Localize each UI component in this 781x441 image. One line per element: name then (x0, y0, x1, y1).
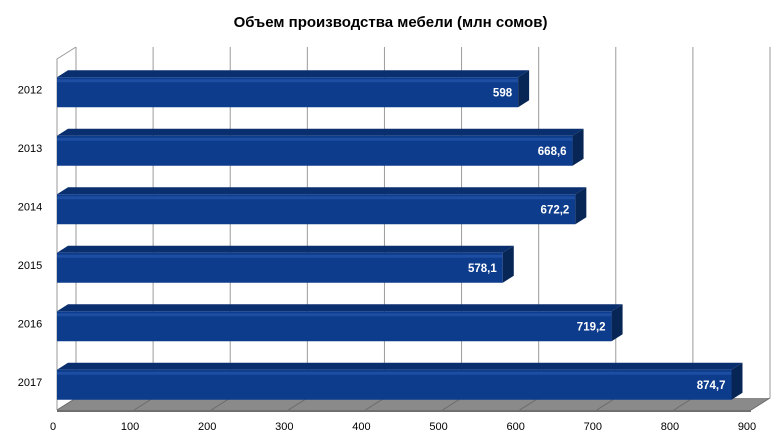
bar-group (57, 245, 514, 283)
y-tick-label: 2017 (18, 377, 42, 389)
bar-top (57, 187, 587, 195)
x-tick-label: 300 (275, 421, 293, 433)
floor-gridline (442, 397, 462, 411)
chart-floor (56, 397, 771, 412)
floor-gridline (673, 397, 694, 411)
data-label: 874,7 (697, 380, 726, 392)
left-wall (56, 46, 77, 410)
bar-end (575, 187, 587, 225)
bar-highlight (57, 137, 573, 141)
floor-gridline (750, 397, 771, 411)
x-tick-label: 700 (584, 421, 602, 433)
data-label: 598 (493, 87, 513, 99)
floor-gridline (56, 397, 77, 411)
bar-group (57, 128, 584, 166)
y-tick-label: 2015 (18, 260, 42, 272)
x-tick-label: 600 (506, 421, 524, 433)
x-tick-label: 100 (121, 421, 139, 433)
bar-end (518, 70, 530, 108)
bar-end (502, 245, 514, 283)
data-label: 668,6 (538, 146, 567, 158)
bar-group (57, 362, 743, 400)
bar-top (57, 70, 530, 78)
bar-top (57, 245, 514, 253)
x-tick-label: 400 (352, 421, 370, 433)
bar-end (572, 128, 584, 166)
bar-top (57, 362, 743, 370)
chart-title: Объем производства мебели (млн сомов) (233, 14, 548, 31)
y-tick-label: 2014 (18, 201, 42, 213)
data-label: 672,2 (541, 204, 570, 216)
bar-end (611, 304, 623, 342)
bar-group (57, 304, 623, 342)
bar-top (57, 128, 584, 136)
bar-highlight (57, 196, 576, 200)
labels-layer: 0 100 200 300 400 500 600 700 800 900 598 2012 668,6… (18, 84, 756, 433)
x-tick-label: 500 (429, 421, 447, 433)
data-label: 719,2 (577, 321, 606, 333)
data-label: 578,1 (468, 263, 497, 275)
floor-edge (57, 410, 751, 412)
floor-gridline (365, 397, 385, 411)
floor-gridline (210, 397, 231, 411)
y-tick-label: 2013 (18, 143, 42, 155)
bars-layer (57, 70, 743, 400)
floor-gridline (519, 397, 539, 411)
bar-top (57, 304, 623, 312)
x-tick-label: 800 (661, 421, 679, 433)
floor-gridline (596, 397, 617, 411)
floor-plane (57, 398, 770, 410)
x-tick-label: 0 (50, 421, 56, 433)
y-tick-label: 2016 (18, 318, 42, 330)
floor-gridline (288, 397, 308, 411)
bar-end (731, 362, 743, 400)
x-tick-label: 200 (198, 421, 216, 433)
bar-highlight (57, 79, 519, 83)
y-tick-label: 2012 (18, 84, 42, 96)
bar-group (57, 187, 587, 225)
floor-gridline (133, 397, 154, 411)
bar-group (57, 70, 530, 108)
bar-highlight (57, 371, 732, 375)
bar-highlight (57, 313, 612, 317)
x-tick-label: 900 (738, 421, 756, 433)
bar-highlight (57, 254, 503, 258)
